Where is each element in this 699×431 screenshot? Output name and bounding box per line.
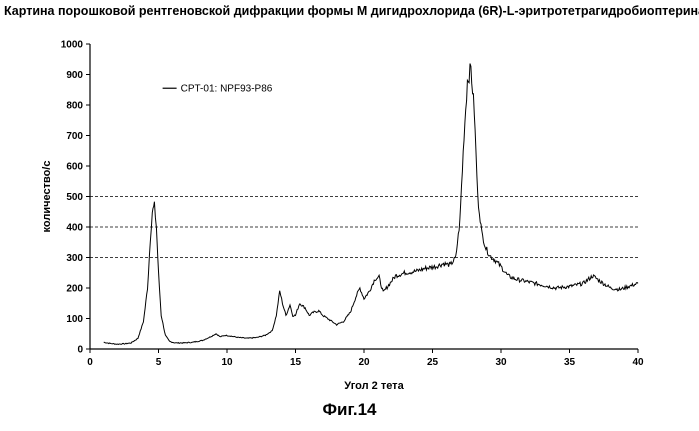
x-tick-label: 40 (632, 357, 644, 368)
y-tick-label: 500 (66, 192, 83, 203)
x-tick-label: 15 (290, 357, 302, 368)
series-line-0 (104, 64, 638, 345)
y-axis-label: количество/с (41, 161, 53, 233)
x-tick-label: 35 (564, 357, 576, 368)
x-tick-label: 25 (427, 357, 439, 368)
y-tick-label: 1000 (61, 40, 84, 51)
y-tick-label: 200 (66, 284, 83, 295)
y-tick-label: 800 (66, 101, 83, 112)
y-tick-label: 600 (66, 162, 83, 173)
y-tick-label: 100 (66, 314, 83, 325)
y-tick-label: 0 (77, 345, 83, 356)
y-tick-label: 400 (66, 223, 83, 234)
x-tick-label: 5 (156, 357, 162, 368)
x-tick-label: 20 (358, 357, 370, 368)
x-tick-label: 10 (221, 357, 233, 368)
legend-label: CPT-01: NPF93-P86 (181, 84, 273, 95)
y-tick-label: 900 (66, 70, 83, 81)
x-tick-label: 0 (87, 357, 93, 368)
figure-caption: Фиг.14 (0, 400, 699, 420)
y-tick-label: 700 (66, 131, 83, 142)
x-axis-label: Угол 2 тета (344, 380, 404, 392)
y-tick-label: 300 (66, 253, 83, 264)
x-tick-label: 30 (495, 357, 507, 368)
